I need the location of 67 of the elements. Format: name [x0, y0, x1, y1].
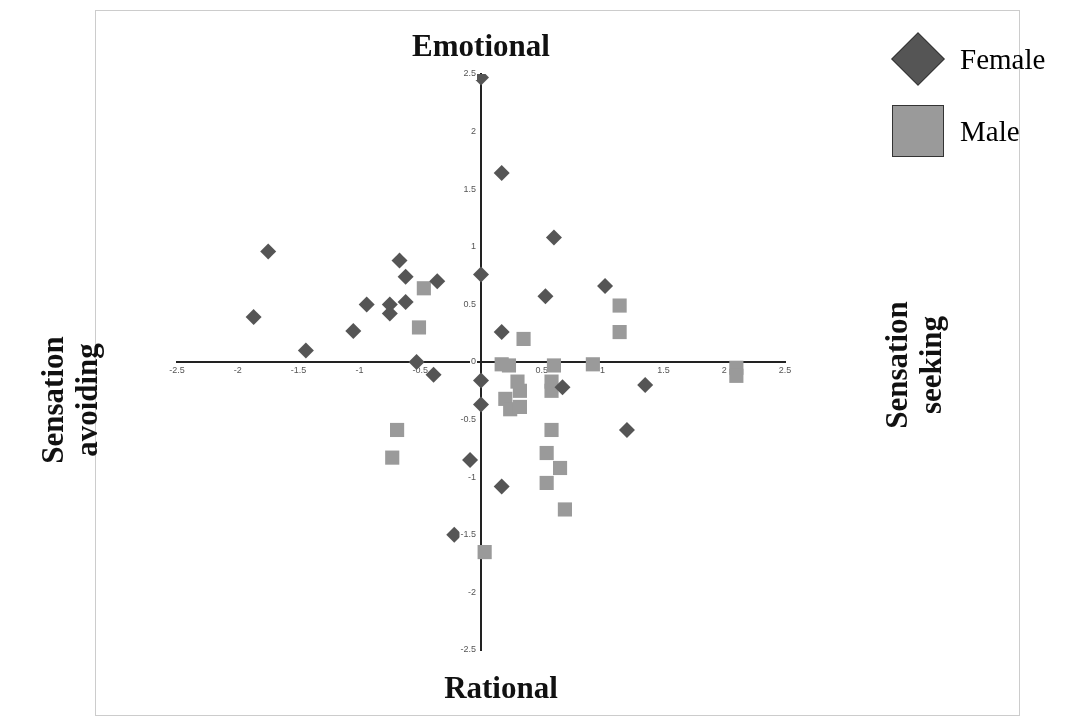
x-tick-label: -1.5: [290, 364, 307, 375]
point: [554, 379, 571, 396]
point: [345, 322, 362, 339]
x-tick-label: -2: [233, 364, 242, 375]
point: [462, 451, 479, 468]
point: [411, 320, 427, 335]
point: [552, 460, 568, 476]
point: [416, 281, 431, 296]
y-tick-label: -0.5: [460, 414, 476, 425]
point: [618, 421, 635, 438]
y-axis-title: Sensation avoiding: [35, 335, 104, 466]
legend-label: Male: [960, 114, 1020, 148]
y-tick-label: 2: [470, 126, 476, 137]
point: [546, 358, 562, 373]
point: [539, 475, 554, 491]
point: [473, 396, 489, 413]
point: [391, 252, 408, 269]
y-tick-label: -2: [467, 586, 476, 597]
point: [493, 478, 510, 495]
chart-title: Emotional: [412, 28, 550, 64]
point: [537, 288, 554, 305]
point: [493, 165, 510, 182]
point: [473, 266, 489, 283]
point: [512, 399, 527, 414]
x-tick-label: 2: [721, 364, 727, 375]
y-tick-label: 0: [470, 356, 476, 367]
point: [585, 357, 600, 372]
point: [501, 358, 517, 373]
point: [397, 268, 414, 285]
x-tick-label: 2.5: [778, 364, 792, 375]
point: [385, 450, 400, 465]
point: [297, 342, 314, 359]
point: [493, 324, 510, 341]
point: [539, 445, 554, 461]
point: [473, 372, 489, 389]
x-tick-label: 0.5: [535, 364, 549, 375]
x-axis-title: Rational: [444, 670, 558, 706]
point: [429, 273, 446, 290]
y-tick-label: 0.5: [463, 298, 476, 309]
point: [260, 243, 277, 260]
y-tick-label: 2.5: [463, 68, 476, 79]
y2-axis-title: Sensation seeking: [879, 300, 948, 431]
point: [512, 383, 527, 398]
y-tick-label: -2.5: [460, 644, 476, 655]
legend-label: Female: [960, 42, 1046, 76]
point: [597, 277, 614, 294]
point: [544, 422, 559, 438]
y-tick-label: -1: [467, 471, 476, 482]
y-tick-label: -1.5: [460, 529, 476, 540]
x-tick-label: 1.5: [657, 364, 670, 375]
x-tick-label: -2.5: [169, 364, 185, 375]
point: [358, 296, 375, 313]
point: [477, 545, 492, 560]
point: [245, 309, 262, 326]
point: [397, 294, 414, 311]
y-tick-label: 1.5: [463, 183, 476, 194]
point: [545, 229, 562, 246]
point: [612, 298, 627, 313]
point: [729, 368, 744, 383]
point: [557, 502, 572, 517]
point: [516, 331, 531, 347]
x-tick-label: -1: [355, 364, 364, 375]
y-tick-label: 1: [470, 241, 476, 252]
point: [637, 377, 654, 394]
x-tick-label: 1: [600, 364, 606, 375]
point: [612, 324, 627, 340]
point: [390, 422, 405, 438]
